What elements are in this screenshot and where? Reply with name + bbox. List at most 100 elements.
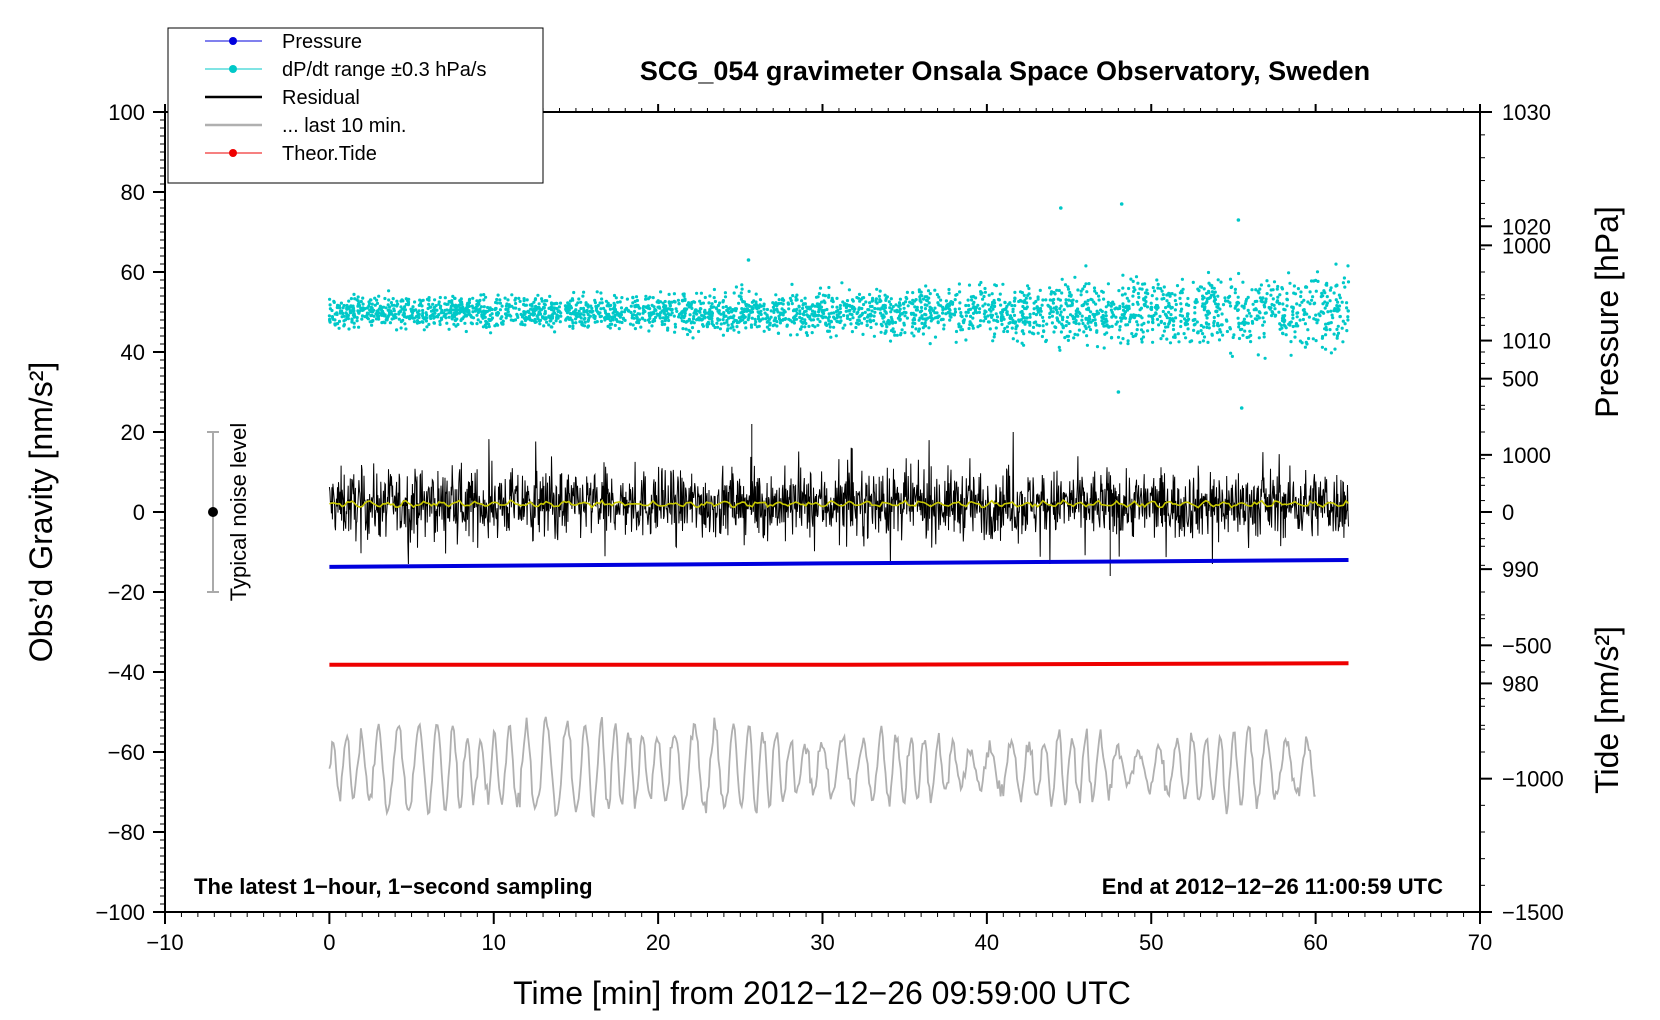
dpdt-point [977, 283, 982, 287]
dpdt-point [583, 320, 587, 324]
dpdt-point [927, 301, 931, 305]
tide-tick-label: 1000 [1502, 233, 1551, 258]
dpdt-point [689, 302, 693, 306]
dpdt-point [893, 333, 897, 337]
dpdt-point [1257, 291, 1261, 295]
dpdt-point [688, 313, 692, 317]
dpdt-point [432, 309, 436, 313]
dpdt-point [672, 300, 676, 304]
dpdt-point [933, 311, 937, 315]
dpdt-point [924, 318, 928, 322]
dpdt-point [370, 310, 375, 314]
dpdt-point [797, 305, 801, 309]
dpdt-point [559, 314, 563, 318]
dpdt-point [1256, 314, 1260, 318]
dpdt-point [351, 309, 355, 313]
dpdt-point [403, 305, 407, 309]
dpdt-point [647, 314, 652, 318]
dpdt-point [982, 312, 987, 316]
dpdt-point [751, 306, 755, 311]
dpdt-point [1089, 297, 1093, 301]
dpdt-point [723, 291, 728, 295]
dpdt-point [929, 319, 933, 323]
dpdt-point [1296, 324, 1300, 328]
dpdt-point [979, 319, 983, 323]
dpdt-point [1028, 312, 1032, 316]
dpdt-point [494, 300, 498, 305]
dpdt-point [929, 311, 933, 315]
dpdt-point [633, 309, 637, 313]
dpdt-point [552, 306, 556, 310]
dpdt-point [1308, 302, 1312, 306]
dpdt-point [1291, 309, 1295, 314]
dpdt-point [816, 317, 820, 321]
dpdt-point [571, 326, 575, 330]
dpdt-point [754, 300, 758, 304]
dpdt-point [727, 316, 732, 320]
dpdt-point [557, 309, 562, 314]
dpdt-point [727, 311, 731, 315]
dpdt-point [676, 298, 681, 302]
dpdt-point [1215, 331, 1219, 335]
dpdt-point [983, 302, 987, 306]
dpdt-point [664, 307, 668, 311]
dpdt-point [1234, 304, 1238, 308]
dpdt-point [466, 310, 470, 314]
dpdt-point [404, 327, 408, 331]
dpdt-point [716, 318, 720, 322]
dpdt-point [356, 295, 360, 299]
dpdt-point [1199, 285, 1204, 289]
dpdt-point [803, 325, 807, 329]
dpdt-point [411, 311, 415, 315]
dpdt-point [1052, 297, 1056, 302]
dpdt-point [964, 314, 969, 318]
dpdt-point [835, 305, 839, 309]
dpdt-point [1130, 332, 1134, 336]
dpdt-point [1262, 331, 1266, 336]
dpdt-point [800, 299, 804, 303]
dpdt-point [759, 318, 763, 322]
dpdt-point [1307, 336, 1311, 341]
dpdt-point [625, 297, 630, 301]
dpdt-point [828, 325, 832, 329]
dpdt-point [463, 321, 467, 325]
dpdt-point [964, 303, 968, 308]
dpdt-point [1278, 327, 1282, 331]
dpdt-point [964, 310, 968, 314]
dpdt-point [549, 301, 554, 305]
dpdt-point [683, 297, 687, 301]
dpdt-point [596, 303, 600, 308]
dpdt-point [1260, 300, 1264, 304]
dpdt-point [542, 324, 546, 328]
dpdt-point [1285, 297, 1289, 301]
dpdt-point [1325, 281, 1329, 285]
dpdt-point [1342, 276, 1346, 280]
dpdt-point [571, 321, 575, 325]
dpdt-point [522, 297, 526, 301]
dpdt-point [827, 285, 831, 290]
dpdt-point [370, 323, 374, 327]
dpdt-point [1228, 277, 1233, 281]
dpdt-point [1141, 330, 1145, 334]
dpdt-point [387, 289, 391, 293]
dpdt-point [936, 316, 940, 320]
dpdt-point [349, 297, 353, 301]
dpdt-point [517, 296, 521, 300]
dpdt-point [856, 310, 860, 314]
noise-indicator: Typical noise level [207, 423, 251, 601]
dpdt-point [1214, 302, 1218, 306]
dpdt-point [637, 318, 642, 322]
dpdt-point [1126, 339, 1130, 343]
dpdt-point [570, 318, 574, 322]
dpdt-point [1019, 310, 1023, 314]
dpdt-point [777, 298, 781, 302]
dpdt-point [1233, 291, 1237, 295]
dpdt-point [363, 307, 367, 311]
dpdt-point [1271, 297, 1275, 301]
y-left-tick-label: −60 [108, 740, 145, 765]
dpdt-point [1275, 287, 1279, 291]
dpdt-point [1335, 327, 1339, 331]
dpdt-point [1131, 334, 1135, 339]
dpdt-point [373, 303, 377, 307]
dpdt-point [1311, 337, 1315, 341]
